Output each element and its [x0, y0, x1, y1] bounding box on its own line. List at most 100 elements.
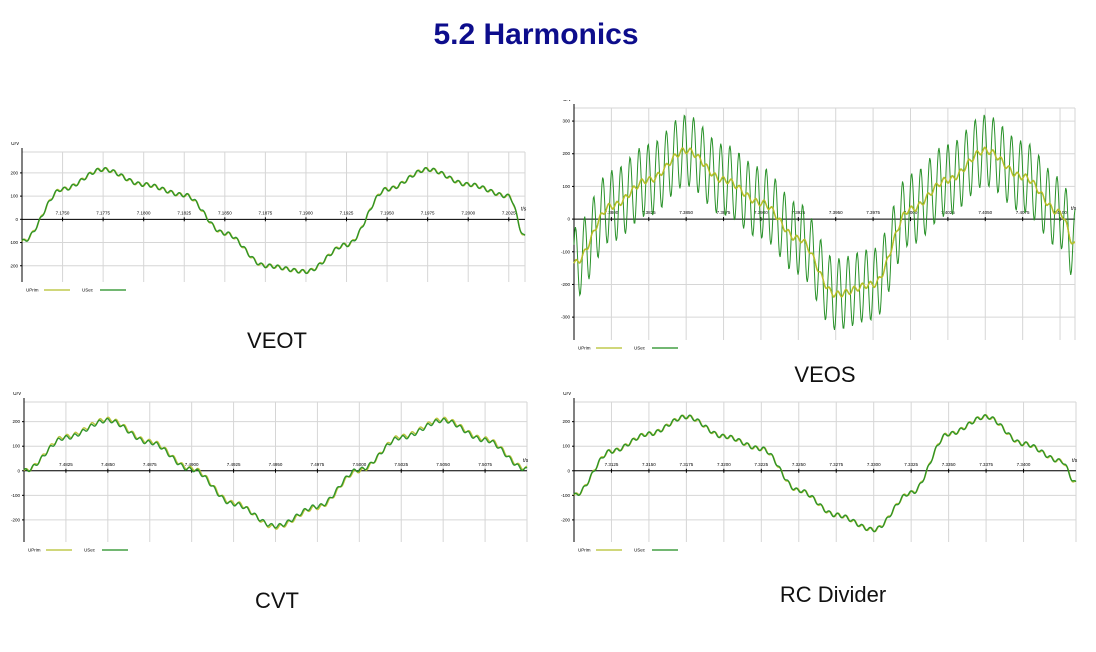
x-tick-label: 7.3375	[979, 462, 993, 467]
x-tick-label: 7.3950	[829, 210, 843, 215]
x-tick-label: 7.3200	[717, 462, 731, 467]
y-tick-label: 200	[562, 419, 570, 424]
y-tick-label: -200	[10, 263, 18, 268]
legend-label: USec	[82, 288, 94, 293]
legend-label: UPrim	[28, 548, 41, 553]
chart-panel-veot: 7.1750 7.1775 7.1800 7.1825 7.1850 7.1875 7.19…	[9, 141, 532, 314]
chart-veot: 7.1750 7.1775 7.1800 7.1825 7.1850 7.1875 7.19…	[9, 141, 527, 293]
y-tick-label: 0	[17, 468, 20, 473]
chart-panel-cvt: 7.4825 7.4850 7.4875 7.4900 7.4925 7.4950 7.49…	[10, 391, 532, 564]
x-tick-label: 7.2000	[461, 210, 475, 215]
y-tick-label: -100	[561, 493, 571, 498]
legend-label: USec	[84, 548, 96, 553]
x-unit-label: t/s	[521, 206, 527, 212]
x-tick-label: 7.4900	[185, 462, 199, 467]
chart-rc-divider: 7.3125 7.3150 7.3175 7.3200 7.3225 7.3250 7.32…	[561, 391, 1078, 553]
x-tick-label: 7.4975	[311, 462, 325, 467]
caption-veos: VEOS	[794, 362, 856, 387]
caption-rc-divider: RC Divider	[779, 582, 887, 607]
x-tick-label: 7.3400	[1017, 462, 1031, 467]
x-tick-label: 7.2025	[502, 210, 516, 215]
x-tick-label: 7.1875	[259, 210, 273, 215]
series-line-uprim-overlay	[573, 146, 1076, 298]
x-unit-label: t/s	[523, 458, 529, 464]
x-tick-label: 7.4850	[101, 462, 115, 467]
x-tick-label: 7.4950	[269, 462, 283, 467]
y-tick-label: -200	[561, 282, 571, 287]
x-tick-label: 7.4025	[941, 210, 955, 215]
y-tick-label: 100	[562, 184, 570, 189]
x-tick-label: 7.3875	[717, 210, 731, 215]
x-tick-label: 7.3925	[791, 210, 805, 215]
x-tick-label: 7.3125	[605, 462, 619, 467]
x-tick-label: 7.3825	[642, 210, 656, 215]
x-tick-label: 7.3975	[866, 210, 880, 215]
y-unit-label: U/V	[13, 392, 22, 397]
series-line-usec	[573, 414, 1077, 533]
x-tick-label: 7.4925	[227, 462, 241, 467]
x-tick-label: 7.1850	[218, 210, 232, 215]
y-tick-label: -100	[10, 240, 18, 245]
y-tick-label: -100	[11, 493, 21, 498]
x-tick-label: 7.1900	[299, 210, 313, 215]
x-tick-label: 7.4825	[59, 462, 73, 467]
x-tick-label: 7.3250	[792, 462, 806, 467]
x-tick-label: 7.3150	[642, 462, 656, 467]
x-tick-label: 7.3225	[754, 462, 768, 467]
series-line-usec	[23, 417, 528, 529]
y-tick-label: -100	[561, 249, 571, 254]
y-tick-label: 100	[12, 444, 20, 449]
y-tick-label: 0	[567, 217, 570, 222]
x-tick-label: 7.3350	[942, 462, 956, 467]
chart-cvt: 7.4825 7.4850 7.4875 7.4900 7.4925 7.4950 7.49…	[11, 391, 529, 553]
caption-veot: VEOT	[247, 328, 307, 353]
y-tick-label: 200	[10, 170, 18, 175]
x-unit-label: t/s	[1072, 458, 1078, 464]
x-tick-label: 7.3325	[904, 462, 918, 467]
x-tick-label: 7.1950	[380, 210, 394, 215]
chart-panel-veos: 7.3800 7.3825 7.3850 7.3875 7.3900 7.3925 7.39…	[560, 97, 1082, 358]
legend-label: UPrim	[578, 548, 591, 553]
y-tick-label: 100	[10, 194, 18, 199]
x-tick-label: 7.5050	[436, 462, 450, 467]
legend-label: UPrim	[26, 288, 39, 293]
x-tick-label: 7.1975	[421, 210, 435, 215]
x-tick-label: 7.4075	[1016, 210, 1030, 215]
x-tick-label: 7.3175	[680, 462, 694, 467]
x-tick-label: 7.4000	[904, 210, 918, 215]
x-tick-label: 7.4875	[143, 462, 157, 467]
x-tick-label: 7.5000	[352, 462, 366, 467]
caption-cvt: CVT	[255, 588, 299, 613]
y-unit-label: U/V	[563, 100, 572, 103]
x-tick-label: 7.1925	[340, 210, 354, 215]
x-tick-label: 7.1800	[137, 210, 151, 215]
x-tick-label: 7.3900	[754, 210, 768, 215]
x-unit-label: t/s	[1071, 206, 1077, 212]
y-tick-label: 200	[562, 151, 570, 156]
chart-veos: 7.3800 7.3825 7.3850 7.3875 7.3900 7.3925 7.39…	[561, 97, 1077, 351]
series-line-usec	[21, 166, 526, 275]
series-line-uprim	[21, 166, 526, 275]
legend-label: USec	[634, 346, 646, 351]
x-tick-label: 7.3300	[867, 462, 881, 467]
x-tick-label: 7.1775	[96, 210, 110, 215]
y-tick-label: 0	[15, 217, 18, 222]
x-tick-label: 7.1750	[56, 210, 70, 215]
chart-panel-rc-divider: 7.3125 7.3150 7.3175 7.3200 7.3225 7.3250 7.32…	[560, 391, 1082, 564]
x-tick-label: 7.1825	[177, 210, 191, 215]
page-title: 5.2 Harmonics	[433, 18, 639, 51]
y-tick-label: 200	[12, 419, 20, 424]
y-tick-label: 0	[567, 468, 570, 473]
x-tick-label: 7.5025	[394, 462, 408, 467]
y-tick-label: 300	[562, 119, 570, 124]
x-tick-label: 7.5075	[478, 462, 492, 467]
x-tick-label: 7.3850	[679, 210, 693, 215]
legend-label: USec	[634, 548, 646, 553]
y-tick-label: -200	[561, 517, 571, 522]
y-unit-label: U/V	[563, 392, 572, 397]
x-tick-label: 7.3275	[829, 462, 843, 467]
y-tick-label: -300	[561, 315, 571, 320]
x-tick-label: 7.4050	[978, 210, 992, 215]
series-line-usec	[573, 114, 1076, 331]
y-unit-label: U/V	[11, 142, 20, 147]
